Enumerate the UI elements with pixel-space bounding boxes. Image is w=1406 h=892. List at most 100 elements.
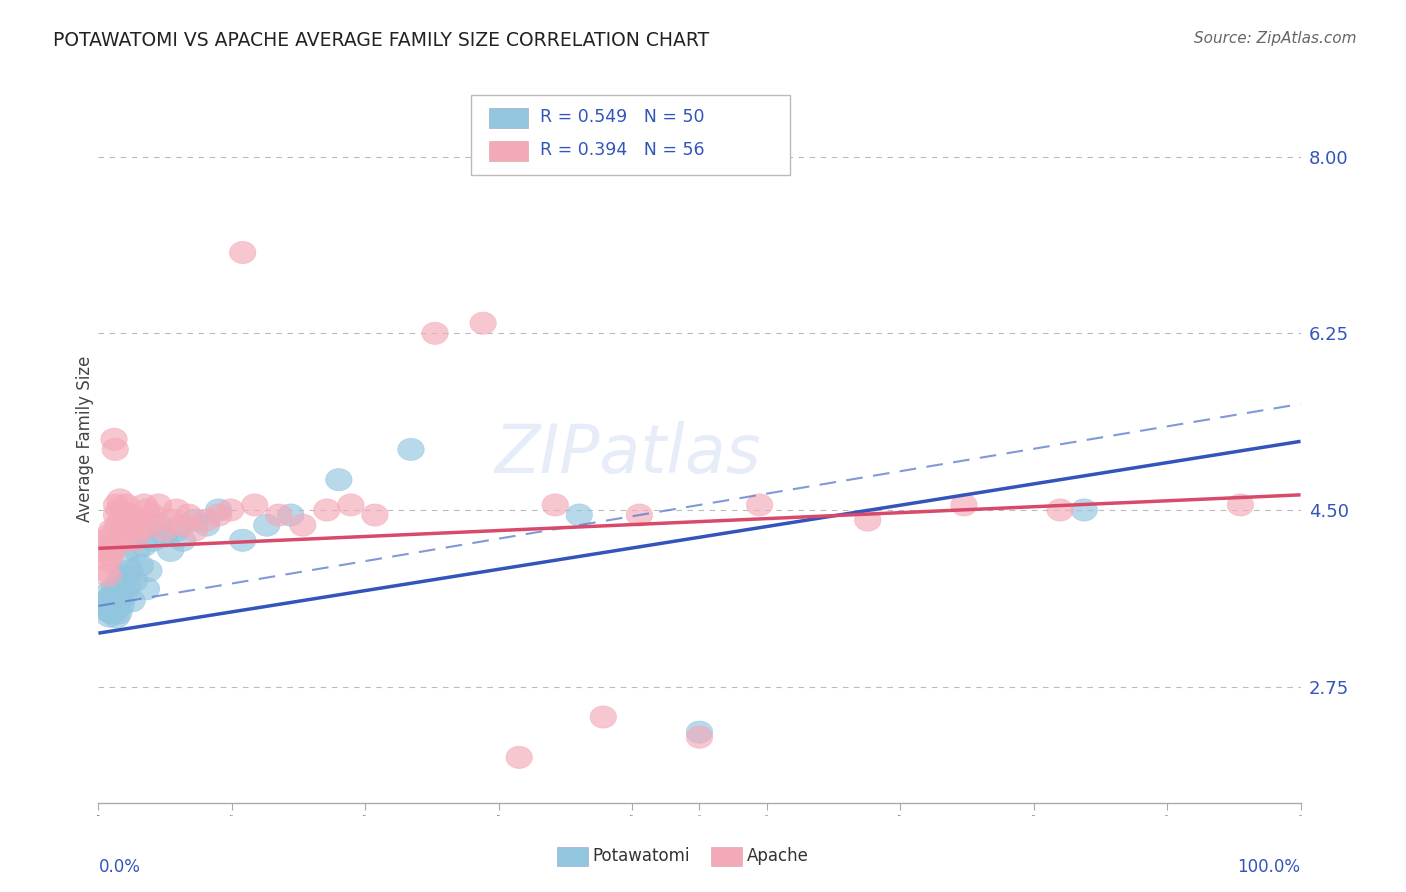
Ellipse shape [194,509,219,532]
Ellipse shape [1227,494,1254,516]
FancyBboxPatch shape [489,108,527,128]
Ellipse shape [110,509,136,532]
Ellipse shape [103,599,128,622]
Ellipse shape [1071,499,1098,521]
Ellipse shape [94,565,121,587]
Ellipse shape [124,540,150,561]
Ellipse shape [105,590,132,612]
Ellipse shape [139,529,166,551]
Text: 0.0%: 0.0% [98,858,141,876]
Ellipse shape [100,540,127,561]
Ellipse shape [139,504,166,526]
Ellipse shape [1047,499,1073,521]
Text: 100.0%: 100.0% [1237,858,1301,876]
Ellipse shape [111,585,136,607]
Ellipse shape [104,514,131,536]
Ellipse shape [91,540,118,561]
Ellipse shape [97,580,124,602]
Ellipse shape [107,567,134,590]
Text: R = 0.549   N = 50: R = 0.549 N = 50 [540,108,704,127]
Ellipse shape [100,585,127,607]
Ellipse shape [98,602,125,624]
Text: R = 0.394   N = 56: R = 0.394 N = 56 [540,141,704,159]
Ellipse shape [361,504,388,526]
Ellipse shape [96,534,122,557]
Ellipse shape [626,504,652,526]
Ellipse shape [112,549,139,572]
Ellipse shape [111,565,138,587]
Ellipse shape [950,494,977,516]
Ellipse shape [277,504,304,526]
Ellipse shape [108,594,135,616]
Ellipse shape [97,544,124,566]
Ellipse shape [94,529,120,551]
Ellipse shape [121,570,148,591]
Ellipse shape [97,588,124,610]
Ellipse shape [105,602,132,624]
Ellipse shape [290,514,316,536]
Ellipse shape [128,555,153,576]
Ellipse shape [266,504,292,526]
Ellipse shape [101,578,128,599]
FancyBboxPatch shape [489,141,527,161]
Ellipse shape [337,494,364,516]
Ellipse shape [115,514,142,536]
Ellipse shape [94,599,121,622]
Ellipse shape [103,494,129,516]
Ellipse shape [128,519,153,541]
Ellipse shape [176,504,202,526]
Ellipse shape [115,574,142,597]
Ellipse shape [326,468,352,491]
Ellipse shape [567,504,592,526]
Text: Source: ZipAtlas.com: Source: ZipAtlas.com [1194,31,1357,46]
Ellipse shape [94,549,121,572]
Ellipse shape [157,509,184,532]
Ellipse shape [506,747,533,769]
Ellipse shape [134,499,160,521]
Ellipse shape [97,598,124,620]
Ellipse shape [121,529,148,551]
Ellipse shape [103,606,129,628]
Ellipse shape [747,494,773,516]
Ellipse shape [218,499,243,521]
Ellipse shape [205,499,232,521]
Ellipse shape [205,504,232,526]
Ellipse shape [105,499,132,521]
Ellipse shape [314,499,340,521]
Ellipse shape [686,721,713,743]
Ellipse shape [120,590,145,612]
FancyBboxPatch shape [471,95,790,176]
Text: ZIPatlas: ZIPatlas [494,421,761,487]
Ellipse shape [96,605,122,627]
Ellipse shape [131,494,157,516]
Ellipse shape [112,494,139,516]
Ellipse shape [152,524,177,546]
Ellipse shape [686,726,713,748]
Ellipse shape [163,519,190,541]
Text: Apache: Apache [747,847,808,865]
Ellipse shape [229,529,256,551]
Ellipse shape [157,540,184,561]
Ellipse shape [98,519,125,541]
Ellipse shape [169,529,195,551]
Ellipse shape [398,438,425,460]
Ellipse shape [855,509,882,532]
Ellipse shape [101,595,128,617]
Ellipse shape [117,559,143,582]
Ellipse shape [97,524,124,546]
Ellipse shape [111,529,138,551]
Ellipse shape [136,514,162,536]
Ellipse shape [103,582,129,604]
Ellipse shape [181,519,208,541]
Ellipse shape [181,509,208,532]
Ellipse shape [253,514,280,536]
Ellipse shape [120,519,145,541]
Ellipse shape [136,559,162,582]
Text: POTAWATOMI VS APACHE AVERAGE FAMILY SIZE CORRELATION CHART: POTAWATOMI VS APACHE AVERAGE FAMILY SIZE… [53,31,710,50]
Ellipse shape [131,534,157,557]
Ellipse shape [94,590,120,612]
Ellipse shape [118,504,143,526]
Text: Potawatomi: Potawatomi [592,847,689,865]
Ellipse shape [103,504,129,526]
Ellipse shape [134,578,160,599]
